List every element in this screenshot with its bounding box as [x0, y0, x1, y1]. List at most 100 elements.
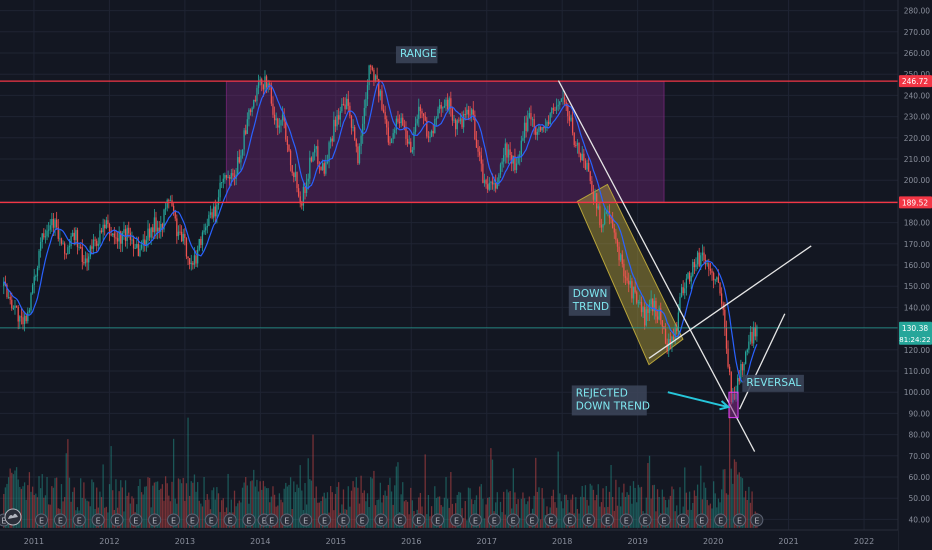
drawings[interactable] [0, 80, 898, 452]
earnings-marker-circle[interactable] [280, 513, 294, 527]
earnings-marker-circle[interactable] [412, 513, 426, 527]
earnings-marker[interactable]: E [280, 513, 294, 527]
earnings-marker-circle[interactable] [35, 513, 49, 527]
earnings-marker-circle[interactable] [619, 513, 633, 527]
earnings-marker-circle[interactable] [714, 513, 728, 527]
earnings-marker[interactable]: E [35, 513, 49, 527]
earnings-marker-circle[interactable] [450, 513, 464, 527]
down-trend-channel[interactable] [576, 183, 684, 366]
earnings-marker-circle[interactable] [148, 513, 162, 527]
trend-line[interactable] [648, 245, 812, 359]
earnings-marker[interactable]: E [450, 513, 464, 527]
earnings-marker[interactable]: E [374, 513, 388, 527]
annotation-box[interactable] [742, 374, 804, 392]
earnings-marker-circle[interactable] [657, 513, 671, 527]
earnings-marker[interactable]: E [204, 513, 218, 527]
earnings-marker[interactable]: E [657, 513, 671, 527]
earnings-marker-circle[interactable] [695, 513, 709, 527]
earnings-marker[interactable]: E [750, 513, 764, 527]
earnings-marker-circle[interactable] [129, 513, 143, 527]
earnings-marker[interactable]: E [53, 513, 67, 527]
earnings-marker-circle[interactable] [733, 513, 747, 527]
earnings-marker-circle[interactable] [355, 513, 369, 527]
earnings-marker-circle[interactable] [582, 513, 596, 527]
price-line-tag[interactable] [899, 75, 932, 88]
earnings-marker[interactable]: E [265, 513, 279, 527]
earnings-marker-circle[interactable] [374, 513, 388, 527]
annotation-box[interactable] [395, 46, 438, 64]
earnings-marker-circle[interactable] [72, 513, 86, 527]
earnings-marker[interactable]: E [317, 513, 331, 527]
earnings-marker[interactable]: E [185, 513, 199, 527]
earnings-marker-circle[interactable] [167, 513, 181, 527]
earnings-marker[interactable]: E [582, 513, 596, 527]
earnings-marker[interactable]: E [638, 513, 652, 527]
earnings-marker[interactable]: E [242, 513, 256, 527]
earnings-marker[interactable]: E [91, 513, 105, 527]
earnings-marker[interactable]: E [393, 513, 407, 527]
earnings-marker[interactable]: E [72, 513, 86, 527]
earnings-marker-circle[interactable] [299, 513, 313, 527]
earnings-marker-circle[interactable] [185, 513, 199, 527]
earnings-marker[interactable]: E [676, 513, 690, 527]
earnings-marker-circle[interactable] [204, 513, 218, 527]
earnings-marker[interactable]: E [167, 513, 181, 527]
earnings-marker-circle[interactable] [223, 513, 237, 527]
earnings-marker-circle[interactable] [600, 513, 614, 527]
earnings-marker[interactable]: E [525, 513, 539, 527]
time-axis[interactable]: 2011 2012 2013 2014 2015 2016 2017 2018 2019 2020… [0, 529, 898, 550]
current-price-tag[interactable] [899, 321, 932, 345]
earnings-marker-circle[interactable] [506, 513, 520, 527]
earnings-marker-circle[interactable] [317, 513, 331, 527]
earnings-marker[interactable]: E [129, 513, 143, 527]
earnings-marker[interactable]: E [223, 513, 237, 527]
annotation-box[interactable] [568, 285, 611, 316]
earnings-marker-circle[interactable] [265, 513, 279, 527]
earnings-marker-circle[interactable] [110, 513, 124, 527]
reversal-marker[interactable] [728, 391, 739, 419]
earnings-marker-circle[interactable] [525, 513, 539, 527]
earnings-marker-circle[interactable] [638, 513, 652, 527]
earnings-marker-circle[interactable] [336, 513, 350, 527]
earnings-marker[interactable]: E [336, 513, 350, 527]
earnings-marker-circle[interactable] [563, 513, 577, 527]
price-axis[interactable]: 40.00 50.00 60.00 70.00 80.00 90.00 100.00 110.… [897, 0, 932, 550]
earnings-marker[interactable]: E [619, 513, 633, 527]
earnings-marker-circle[interactable] [750, 513, 764, 527]
earnings-marker[interactable]: E [431, 513, 445, 527]
earnings-marker-circle[interactable] [431, 513, 445, 527]
earnings-marker[interactable]: E [110, 513, 124, 527]
earnings-marker[interactable]: E [695, 513, 709, 527]
earnings-marker[interactable]: E [487, 513, 501, 527]
earnings-marker[interactable]: E [148, 513, 162, 527]
earnings-marker[interactable]: E [299, 513, 313, 527]
earnings-marker-circle[interactable] [393, 513, 407, 527]
earnings-marker[interactable]: E [506, 513, 520, 527]
trend-line[interactable] [738, 313, 786, 410]
annotation[interactable]: RANGE [395, 46, 438, 64]
earnings-marker[interactable]: E [563, 513, 577, 527]
annotation-box[interactable] [571, 385, 647, 416]
trend-line[interactable] [557, 80, 756, 452]
earnings-marker[interactable]: E [468, 513, 482, 527]
earnings-marker-circle[interactable] [468, 513, 482, 527]
earnings-marker-circle[interactable] [544, 513, 558, 527]
earnings-marker-circle[interactable] [91, 513, 105, 527]
earnings-marker[interactable]: E [544, 513, 558, 527]
earnings-marker-circle[interactable] [676, 513, 690, 527]
annotation[interactable]: REVERSAL [742, 374, 804, 392]
earnings-marker-circle[interactable] [487, 513, 501, 527]
earnings-marker-circle[interactable] [53, 513, 67, 527]
earnings-marker[interactable]: E [733, 513, 747, 527]
earnings-marker[interactable]: E [412, 513, 426, 527]
earnings-marker[interactable]: E [714, 513, 728, 527]
arrow-head[interactable] [719, 400, 731, 411]
earnings-marker[interactable]: E [600, 513, 614, 527]
earnings-marker-circle[interactable] [242, 513, 256, 527]
arrow-line[interactable] [667, 391, 729, 409]
